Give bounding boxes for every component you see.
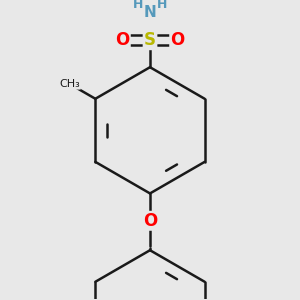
Text: O: O (170, 31, 184, 49)
Text: CH₃: CH₃ (59, 79, 80, 89)
Text: H: H (133, 0, 144, 11)
Text: N: N (144, 5, 156, 20)
Text: H: H (156, 0, 167, 11)
Text: O: O (143, 212, 157, 230)
Text: O: O (116, 31, 130, 49)
Text: S: S (144, 31, 156, 49)
